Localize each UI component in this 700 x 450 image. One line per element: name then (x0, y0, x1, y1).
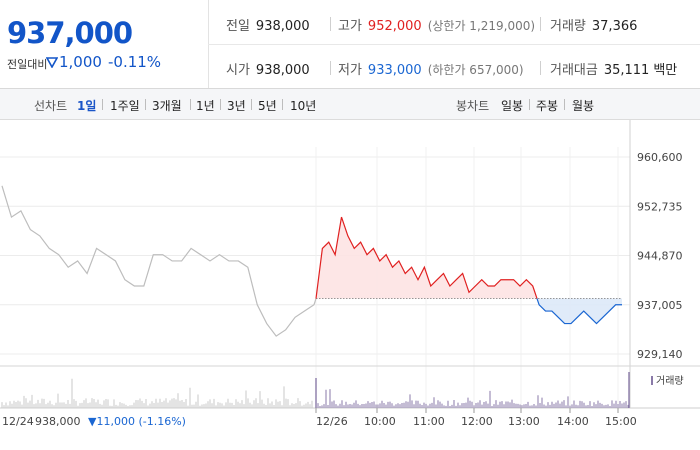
volume-value: 37,366 (591, 19, 638, 34)
amount-value: 35,111 (603, 63, 650, 78)
stat-separator (330, 61, 331, 75)
tab-separator (564, 99, 565, 110)
stat-separator (540, 17, 541, 31)
tab-separator (220, 99, 221, 110)
y-tick-label: 929,140 (637, 348, 683, 361)
high-stat: 고가 952,000 (상한가 1,219,000) (338, 15, 535, 34)
summary-divider (208, 44, 700, 45)
tab-separator (102, 99, 103, 110)
prev-day-line (1, 185, 315, 337)
x-tick-label: 15:00 (605, 415, 637, 428)
y-tick-label: 960,600 (637, 151, 683, 164)
chart-period-tabs: 선차트 1일 1주일 3개월 1년 3년 5년 10년 봉차트 일봉 주봉 월봉 (0, 89, 700, 120)
prev-day-close: 938,000 (35, 415, 81, 428)
down-area-fill (537, 298, 622, 324)
prev-day-change: ▼11,000 (-1.16%) (88, 415, 186, 428)
tab-5y[interactable]: 5년 (258, 99, 277, 113)
open-stat: 시가 938,000 (226, 59, 310, 78)
amount-label: 거래대금 (550, 63, 598, 78)
candle-chart-label: 봉차트 (456, 99, 490, 113)
volume-label: 거래량 (550, 19, 586, 34)
y-axis-labels: 960,600 952,735 944,870 937,005 929,140 (637, 151, 683, 361)
tab-monthly-candle[interactable]: 월봉 (572, 99, 595, 113)
low-label: 저가 (338, 63, 362, 78)
chart-grid (0, 120, 700, 409)
chart-fill-areas (316, 217, 622, 324)
prev-close-label: 전일 (226, 19, 250, 34)
line-chart-label: 선차트 (34, 99, 68, 113)
low-value: 933,000 (367, 63, 422, 78)
quote-summary: 937,000 전일대비 1,000 -0.11% 전일 938,000 고가 95… (0, 0, 700, 89)
x-tick-label: 10:00 (364, 415, 396, 428)
y-tick-label: 937,005 (637, 299, 683, 312)
tab-10y[interactable]: 10년 (290, 99, 317, 113)
tab-weekly-candle[interactable]: 주봉 (536, 99, 559, 113)
change-label: 전일대비 (7, 58, 48, 71)
tab-separator (282, 99, 283, 110)
high-label: 고가 (338, 19, 362, 34)
prev-close-stat: 전일 938,000 (226, 15, 310, 34)
open-label: 시가 (226, 63, 250, 78)
down-triangle-icon (46, 57, 58, 68)
up-area-fill (316, 217, 537, 299)
stat-separator (540, 61, 541, 75)
tab-separator (251, 99, 252, 110)
volume-legend-swatch (651, 376, 653, 385)
x-tick-label: 14:00 (557, 415, 589, 428)
change-value: 1,000 (59, 53, 102, 71)
x-tick-label: 12/26 (316, 415, 348, 428)
tab-separator (190, 99, 191, 110)
x-tick-label: 11:00 (413, 415, 445, 428)
tab-separator (145, 99, 146, 110)
tab-1w[interactable]: 1주일 (110, 99, 140, 113)
amount-stat: 거래대금 35,111 백만 (550, 59, 677, 78)
change-percent: -0.11% (108, 53, 162, 71)
prev-day-date: 12/24 (2, 415, 34, 428)
amount-unit: 백만 (653, 63, 678, 78)
today-down-line (536, 298, 622, 325)
stat-separator (330, 17, 331, 31)
chart-series-lines (1, 185, 622, 337)
volume-bars: 거래량 (1, 372, 684, 408)
y-tick-label: 944,870 (637, 250, 683, 263)
volume-legend-label: 거래량 (656, 375, 684, 387)
prev-day-connector (313, 298, 317, 305)
tab-daily-candle[interactable]: 일봉 (501, 99, 524, 113)
upper-limit: (상한가 1,219,000) (427, 19, 536, 33)
x-tick-label: 13:00 (508, 415, 540, 428)
open-value: 938,000 (255, 63, 310, 78)
tab-separator (529, 99, 530, 110)
prev-close-value: 938,000 (255, 19, 310, 34)
high-value: 952,000 (367, 19, 422, 34)
x-axis-labels: 12/26 10:00 11:00 12:00 13:00 14:00 15:00 12/24… (2, 408, 637, 428)
current-price: 937,000 (7, 16, 133, 50)
lower-limit: (하한가 657,000) (427, 63, 524, 77)
volume-stat: 거래량 37,366 (550, 15, 637, 34)
x-tick-label: 12:00 (461, 415, 493, 428)
tab-1y[interactable]: 1년 (196, 99, 215, 113)
low-stat: 저가 933,000 (하한가 657,000) (338, 59, 524, 78)
today-up-line (315, 216, 538, 299)
y-tick-label: 952,735 (637, 200, 683, 213)
tab-1d[interactable]: 1일 (77, 99, 97, 113)
tab-3m[interactable]: 3개월 (152, 99, 182, 113)
price-panel: 937,000 전일대비 1,000 -0.11% (0, 0, 209, 88)
tab-3y[interactable]: 3년 (227, 99, 246, 113)
